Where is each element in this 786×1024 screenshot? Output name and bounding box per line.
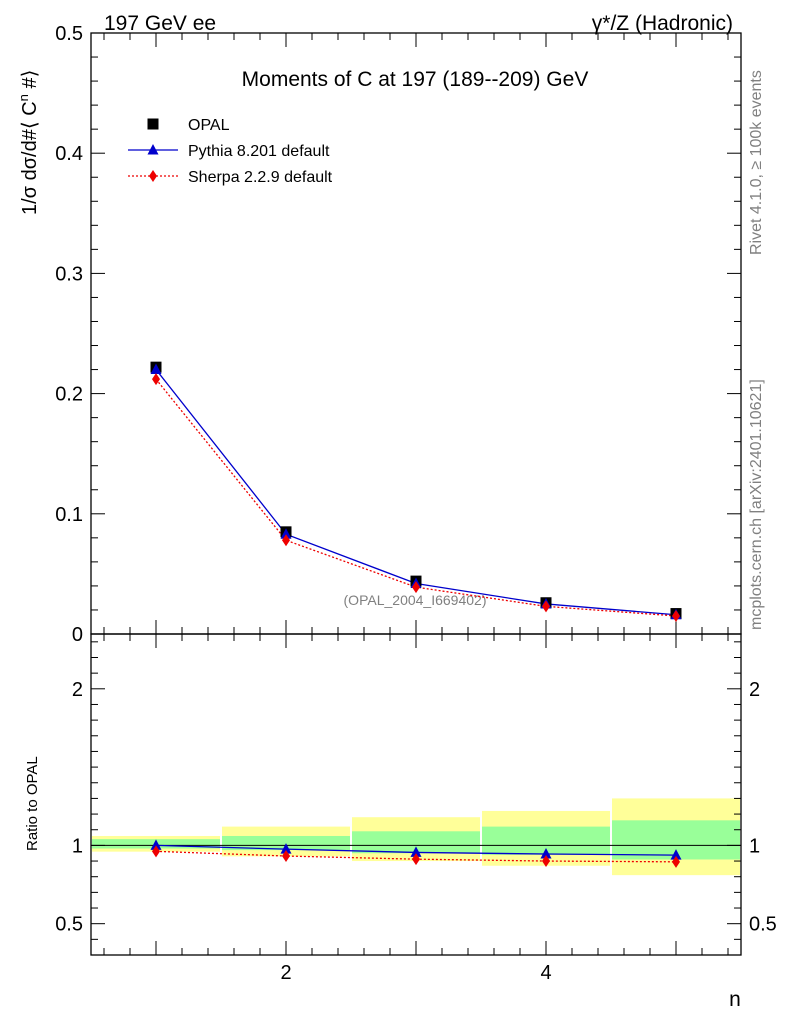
- ratio-point-diamond: [282, 850, 290, 863]
- header-left: 197 GeV ee: [104, 12, 216, 35]
- ratio-point-diamond: [542, 855, 550, 868]
- y-label-suffix: #⟩: [19, 70, 41, 94]
- ratio-point-triangle: [280, 843, 292, 854]
- legend-marker-square: [147, 118, 159, 130]
- main-panel: 0 0.1 0.2 0.3 0.4 0.5 Moments of C at 197 (18…: [16, 23, 742, 646]
- y-tick-label: 0.4: [55, 143, 83, 165]
- legend-label: OPAL: [188, 117, 230, 134]
- ratio-series: [150, 839, 682, 868]
- legend-label: Sherpa 2.2.9 default: [188, 169, 333, 186]
- ratio-point-diamond: [672, 855, 680, 868]
- ratio-band-green: [222, 835, 350, 851]
- ratio-point-triangle: [410, 846, 422, 857]
- header-right: γ*/Z (Hadronic): [592, 12, 733, 35]
- y-tick-label: 0.5: [55, 914, 83, 936]
- ratio-panel: 0.5 0.5 1 1 2 2 2 4 Ratio to OPAL n: [24, 633, 777, 1011]
- ratio-point-triangle: [540, 848, 552, 859]
- legend-marker-diamond: [149, 170, 157, 182]
- ratio-point-diamond: [412, 853, 420, 866]
- data-point-diamond: [152, 373, 160, 386]
- y-tick-label: 0.3: [55, 263, 83, 285]
- ratio-point-diamond: [152, 845, 160, 858]
- main-title: Moments of C at 197 (189--209) GeV: [242, 68, 589, 91]
- data-point-diamond: [542, 600, 550, 613]
- main-y-axis-label: 1/σ dσ/d#⟨ Cn #⟩: [16, 70, 41, 215]
- main-series: [150, 361, 682, 622]
- ratio-point-triangle: [670, 849, 682, 860]
- x-tick-label: 2: [280, 962, 291, 984]
- mcplots-label: mcplots.cern.ch [arXiv:2401.10621]: [748, 379, 765, 630]
- ratio-band-green: [352, 831, 480, 854]
- panel-frame: [90, 633, 742, 956]
- analysis-watermark: (OPAL_2004_I669402): [344, 592, 487, 608]
- y-tick-label-right: 2: [749, 679, 760, 701]
- legend-marker-triangle: [147, 144, 159, 155]
- data-point-triangle: [280, 528, 292, 539]
- y-tick-label: 0.2: [55, 384, 83, 406]
- y-tick-label: 1: [72, 835, 83, 857]
- x-tick-label: 4: [540, 962, 551, 984]
- data-point-diamond: [412, 581, 420, 594]
- y-tick-label-right: 0.5: [749, 914, 777, 936]
- data-point-triangle: [150, 363, 162, 375]
- legend-label: Pythia 8.201 default: [188, 143, 330, 160]
- legend: OPAL Pythia 8.201 default Sherpa 2.2.9 def…: [128, 117, 333, 186]
- y-tick-label: 0: [72, 624, 83, 646]
- main-axes: 0 0.1 0.2 0.3 0.4 0.5: [55, 23, 742, 646]
- y-tick-label: 0.1: [55, 504, 83, 526]
- y-label-prefix: 1/σ dσ/d#⟨ C: [19, 101, 41, 215]
- y-tick-label: 2: [72, 679, 83, 701]
- data-point-diamond: [672, 609, 680, 622]
- y-tick-label: 0.5: [55, 23, 83, 45]
- rivet-version-label: Rivet 4.1.0, ≥ 100k events: [748, 70, 765, 255]
- ratio-y-axis-label: Ratio to OPAL: [24, 756, 41, 851]
- y-label-superscript: n: [16, 94, 31, 101]
- ratio-point-triangle: [150, 839, 162, 850]
- data-point-diamond: [282, 534, 290, 547]
- x-axis-label: n: [729, 988, 741, 1011]
- y-tick-label-right: 1: [749, 835, 760, 857]
- ratio-axes: 0.5 0.5 1 1 2 2 2 4: [55, 633, 777, 984]
